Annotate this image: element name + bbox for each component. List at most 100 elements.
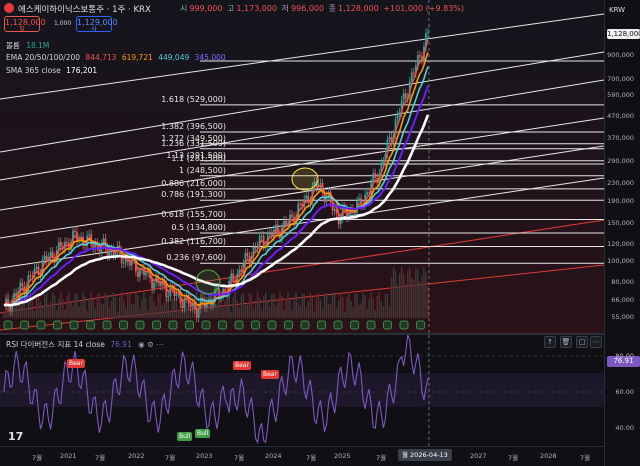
- settings-icon[interactable]: ⚙: [147, 340, 154, 349]
- candle: [122, 263, 125, 265]
- candle: [210, 299, 212, 306]
- more-options-icon[interactable]: ⋯: [590, 336, 602, 348]
- buy-button[interactable]: 1,129,000 사: [76, 16, 118, 33]
- candle: [104, 238, 107, 248]
- candle: [15, 293, 18, 297]
- time-axis[interactable]: 7월 2021 7월 2022 7월 2023 7월 2024 7월 2025 7월 2027 7월 20…: [0, 446, 604, 466]
- volume-bar: [122, 300, 125, 318]
- volume-bar: [325, 292, 328, 318]
- volume-bar: [84, 296, 86, 318]
- current-price-tag: 1,128,000: [607, 29, 640, 39]
- time-tick: 2021: [60, 452, 77, 460]
- move-up-icon[interactable]: ↑: [544, 336, 556, 348]
- volume-bar: [76, 294, 78, 318]
- volume-bar: [388, 305, 391, 318]
- volume-bar: [224, 300, 226, 318]
- volume-bar: [275, 305, 277, 318]
- trendline: [0, 51, 604, 153]
- candle: [404, 93, 407, 99]
- fib-label: 1.236 (331,500): [161, 138, 226, 148]
- candle: [244, 253, 247, 264]
- price-tick: 370,000: [607, 134, 634, 143]
- candle: [128, 261, 131, 266]
- candle: [400, 100, 403, 113]
- volume-bar: [260, 310, 263, 318]
- current-date-tag: 월 2026-04-13: [398, 449, 452, 461]
- volume-bar: [305, 306, 307, 318]
- candle: [354, 212, 356, 214]
- volume-bar: [404, 284, 407, 318]
- sma-value: 176,201: [66, 66, 98, 75]
- earnings-marker: [399, 320, 409, 330]
- earnings-marker: [69, 320, 79, 330]
- more-icon[interactable]: ⋯: [156, 340, 164, 349]
- volume-bar: [419, 281, 421, 318]
- ema100-value: 449,049: [158, 53, 190, 62]
- trendline: [0, 79, 604, 181]
- volume-bar: [78, 306, 80, 318]
- volume-bar: [281, 295, 283, 318]
- time-tick: 7월: [234, 454, 245, 462]
- volume-bar: [417, 269, 419, 318]
- candle: [57, 242, 60, 251]
- low-value: 996,000: [291, 4, 325, 13]
- volume-bar: [297, 302, 299, 318]
- volume-bar: [315, 297, 318, 318]
- volume-bar: [13, 294, 15, 318]
- time-tick: 2027: [470, 452, 487, 460]
- volume-bar: [344, 311, 346, 318]
- candle: [289, 214, 291, 224]
- price-tick: 55,000: [611, 313, 634, 321]
- candle: [366, 192, 369, 195]
- volume-bar: [366, 308, 368, 318]
- volume-bar: [94, 308, 96, 318]
- price-axis[interactable]: KRW 1,128,000 900,000 700,000 590,000 470,0…: [604, 0, 640, 466]
- restore-icon[interactable]: □: [576, 336, 588, 348]
- candle: [260, 235, 263, 237]
- volume-bar: [173, 292, 176, 318]
- candle: [88, 234, 91, 236]
- tradingview-logo-icon[interactable]: 17: [8, 430, 24, 443]
- symbol-title[interactable]: 에스케이하이닉스보통주 · 1주 · KRX: [18, 5, 151, 15]
- candle: [9, 306, 11, 311]
- volume-bar: [129, 293, 131, 318]
- price-tick: 470,000: [607, 112, 634, 120]
- candle: [37, 266, 40, 276]
- volume-bar: [202, 297, 204, 318]
- volume-bar: [70, 302, 72, 318]
- candle: [94, 242, 97, 248]
- volume-bar: [303, 294, 305, 318]
- rsi-legend[interactable]: RSI 다이버전스 지표 14 close 76.91 ◉ ⚙ ⋯: [6, 339, 164, 350]
- candle: [270, 233, 273, 237]
- volume-legend[interactable]: 볼륨 18.1M: [6, 40, 49, 51]
- volume-bar: [35, 296, 38, 318]
- volume-label: 볼륨: [6, 41, 20, 50]
- fib-label: 1.272 (349,500): [161, 133, 226, 143]
- price-tick: 80,000: [611, 277, 634, 286]
- volume-bar: [218, 293, 220, 318]
- ema-legend[interactable]: EMA 20/50/100/200 844,713 619,721 449,04…: [6, 53, 226, 62]
- volume-bar: [15, 293, 17, 318]
- candle: [256, 245, 259, 249]
- volume-bar: [106, 294, 109, 318]
- fib-label: 1.382 (396,500): [161, 121, 226, 131]
- bear-badge: Bear: [261, 370, 279, 379]
- volume-bar: [242, 293, 245, 318]
- volume-bar: [319, 299, 322, 318]
- trendline: [0, 145, 604, 239]
- price-chart[interactable]: [0, 0, 604, 333]
- volume-bar: [234, 292, 236, 318]
- volume-bar: [37, 292, 40, 318]
- eye-icon[interactable]: ◉: [138, 340, 145, 349]
- volume-bar: [285, 298, 287, 318]
- volume-bar: [380, 301, 383, 318]
- sell-button[interactable]: 1,128,000 팔: [4, 16, 46, 33]
- volume-bar: [43, 293, 46, 318]
- pane-divider[interactable]: [0, 333, 604, 335]
- volume-bar: [228, 297, 230, 318]
- sma-legend[interactable]: SMA 365 close 176,201: [6, 66, 97, 75]
- volume-bar: [398, 273, 401, 318]
- rsi-chart[interactable]: [0, 335, 604, 446]
- delete-icon[interactable]: 🗑: [560, 336, 572, 348]
- candle: [59, 242, 62, 247]
